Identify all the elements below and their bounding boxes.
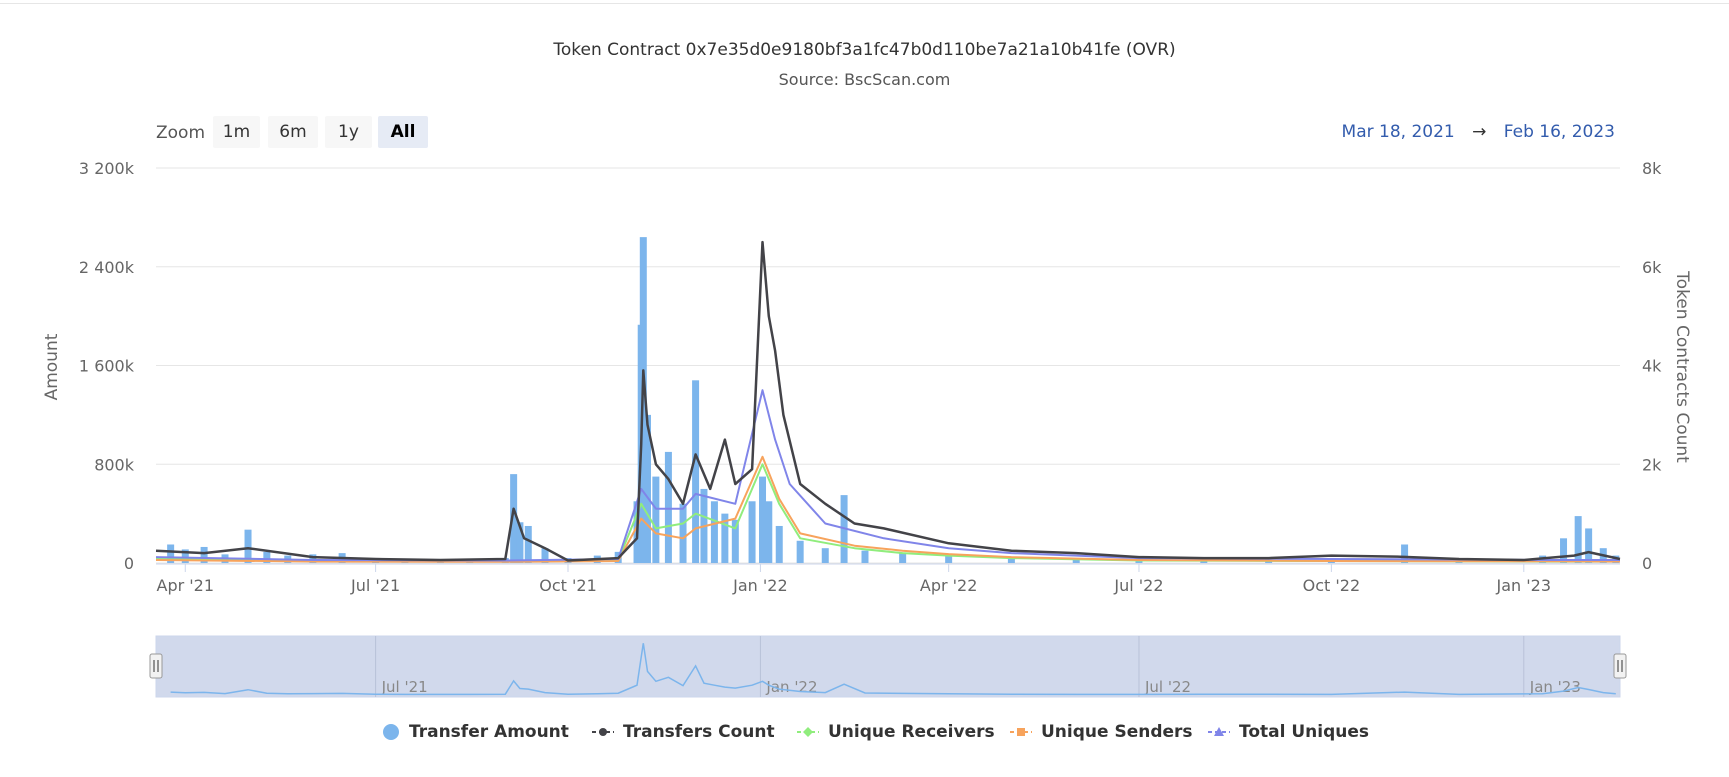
- transfer-amount-bar: [679, 503, 687, 563]
- transfer-amount-bar: [263, 551, 271, 563]
- navigator-handle-right[interactable]: [1613, 653, 1627, 679]
- handle-body: [1613, 653, 1627, 679]
- transfer-amount-bar: [1401, 544, 1409, 563]
- transfer-amount-bar: [524, 525, 532, 563]
- legend-label: Unique Senders: [1041, 722, 1193, 742]
- legend-item-unique-receivers[interactable]: Unique Receivers: [796, 720, 995, 744]
- transfer-amount-bar: [899, 553, 907, 563]
- zoom-1y-button[interactable]: 1y: [325, 116, 372, 148]
- legend: Transfer Amount Transfers Count Unique R…: [0, 720, 1729, 744]
- legend-symbol-triangle: [1208, 727, 1230, 736]
- transfer-amount-bar: [516, 522, 524, 563]
- zoom-label: Zoom: [156, 123, 206, 143]
- transfer-amount-bar: [721, 513, 729, 563]
- transfer-amount-bar: [541, 548, 549, 563]
- legend-label: Unique Receivers: [828, 722, 995, 742]
- legend-item-unique-senders[interactable]: Unique Senders: [1009, 720, 1193, 744]
- grid-lines: [156, 167, 1620, 564]
- top-divider: [0, 3, 1729, 4]
- y-left-tick-label: 2 400k: [79, 258, 135, 277]
- transfer-amount-bar: [1574, 516, 1582, 563]
- legend-symbol-diamond: [797, 727, 819, 737]
- legend-symbol-circle: [383, 724, 399, 740]
- navigator-tick-label: Jul '22: [1144, 678, 1191, 696]
- legend-item-transfers-count[interactable]: Transfers Count: [591, 720, 775, 744]
- x-tick-label: Jul '22: [1113, 576, 1163, 595]
- x-tick-label: Jan '23: [1496, 576, 1552, 595]
- transfer-amount-bar: [664, 451, 672, 563]
- transfer-amount-bar: [652, 476, 660, 563]
- range-arrow: →: [1472, 122, 1487, 142]
- unique-receivers-line: [155, 463, 1620, 563]
- transfer-amount-bar: [1007, 558, 1015, 563]
- y-right-tick-label: 8k: [1642, 159, 1662, 178]
- y-left-tick-label: 800k: [94, 455, 135, 474]
- unique-senders-line: [155, 455, 1621, 563]
- x-tick-label: Apr '21: [157, 576, 215, 595]
- x-tick-label: Oct '22: [1303, 576, 1361, 595]
- legend-label: Transfers Count: [623, 722, 775, 742]
- navigator[interactable]: Jul '21 Jan '22 Jul '22 Jan '23: [149, 635, 1627, 698]
- zoom-6m-button[interactable]: 6m: [268, 116, 318, 148]
- y-left-tick-label: 0: [124, 554, 134, 573]
- transfer-amount-bar: [765, 501, 773, 563]
- handle-body: [149, 653, 163, 679]
- legend-label: Total Uniques: [1239, 722, 1370, 742]
- transfer-amount-bar: [861, 550, 869, 563]
- y-left-tick-label: 3 200k: [79, 159, 135, 178]
- y-right-tick-label: 6k: [1642, 258, 1662, 277]
- chart-subtitle: Source: BscScan.com: [778, 70, 951, 89]
- x-tick-label: Jan '22: [732, 576, 788, 595]
- transfer-amount-bar: [181, 549, 189, 563]
- date-range: Mar 18, 2021 → Feb 16, 2023: [1342, 122, 1615, 142]
- transfer-amount-bar: [731, 519, 739, 563]
- transfer-amount-bar: [244, 529, 252, 563]
- zoom-1m-button[interactable]: 1m: [213, 116, 260, 148]
- y-right-axis-title: Token Contracts Count: [1672, 270, 1692, 463]
- transfer-amount-series: [167, 237, 1620, 563]
- navigator-tick-label: Jul '21: [381, 678, 428, 696]
- y-right-tick-label: 0: [1642, 554, 1652, 573]
- transfer-amount-bar: [945, 555, 953, 563]
- transfer-amount-bar: [1585, 528, 1593, 563]
- legend-item-total-uniques[interactable]: Total Uniques: [1207, 720, 1369, 744]
- legend-label: Transfer Amount: [409, 722, 569, 742]
- legend-item-transfer-amount[interactable]: Transfer Amount: [381, 720, 569, 744]
- transfer-amount-bar: [510, 474, 518, 563]
- y-left-tick-label: 1 600k: [79, 357, 135, 376]
- line-series: [155, 240, 1621, 563]
- navigator-handle-left[interactable]: [149, 653, 163, 679]
- transfer-amount-bar: [692, 380, 700, 563]
- range-to-input[interactable]: Feb 16, 2023: [1503, 122, 1615, 142]
- chart-title: Token Contract 0x7e35d0e9180bf3a1fc47b0d…: [553, 40, 1176, 60]
- legend-symbol-square: [1010, 728, 1032, 736]
- transfer-amount-bar: [1072, 559, 1080, 563]
- navigator-series-line: [170, 643, 1616, 696]
- x-tick-label: Apr '22: [920, 576, 978, 595]
- transfer-amount-bar: [759, 476, 767, 563]
- transfer-amount-bar: [200, 546, 208, 563]
- transfer-amount-bar: [710, 501, 718, 563]
- y-left-axis-title: Amount: [42, 333, 62, 400]
- transfer-amount-bar: [775, 525, 783, 563]
- range-from-input[interactable]: Mar 18, 2021: [1341, 122, 1455, 142]
- x-tick-label: Jul '21: [350, 576, 400, 595]
- axes: 0 0 800k 2k 1 600k 4k 2 400k 6k 3 200k 8k Apr '21 J…: [79, 159, 1662, 595]
- transfer-amount-bar: [748, 501, 756, 563]
- transfer-amount-bar: [167, 544, 175, 563]
- transfer-amount-bar: [643, 414, 651, 563]
- legend-symbol-line: [592, 728, 614, 736]
- y-right-tick-label: 4k: [1642, 357, 1662, 376]
- transfer-amount-bar: [796, 540, 804, 563]
- total-uniques-line: [155, 389, 1620, 562]
- x-tick-label: Oct '21: [539, 576, 597, 595]
- transfer-amount-bar: [309, 554, 317, 563]
- transfer-amount-bar: [821, 548, 829, 563]
- zoom-all-button[interactable]: All: [378, 116, 428, 148]
- y-right-tick-label: 2k: [1642, 455, 1662, 474]
- transfers-count-line: [155, 240, 1621, 562]
- navigator-tick-label: Jan '23: [1529, 678, 1581, 696]
- transfer-amount-bar: [1560, 538, 1568, 563]
